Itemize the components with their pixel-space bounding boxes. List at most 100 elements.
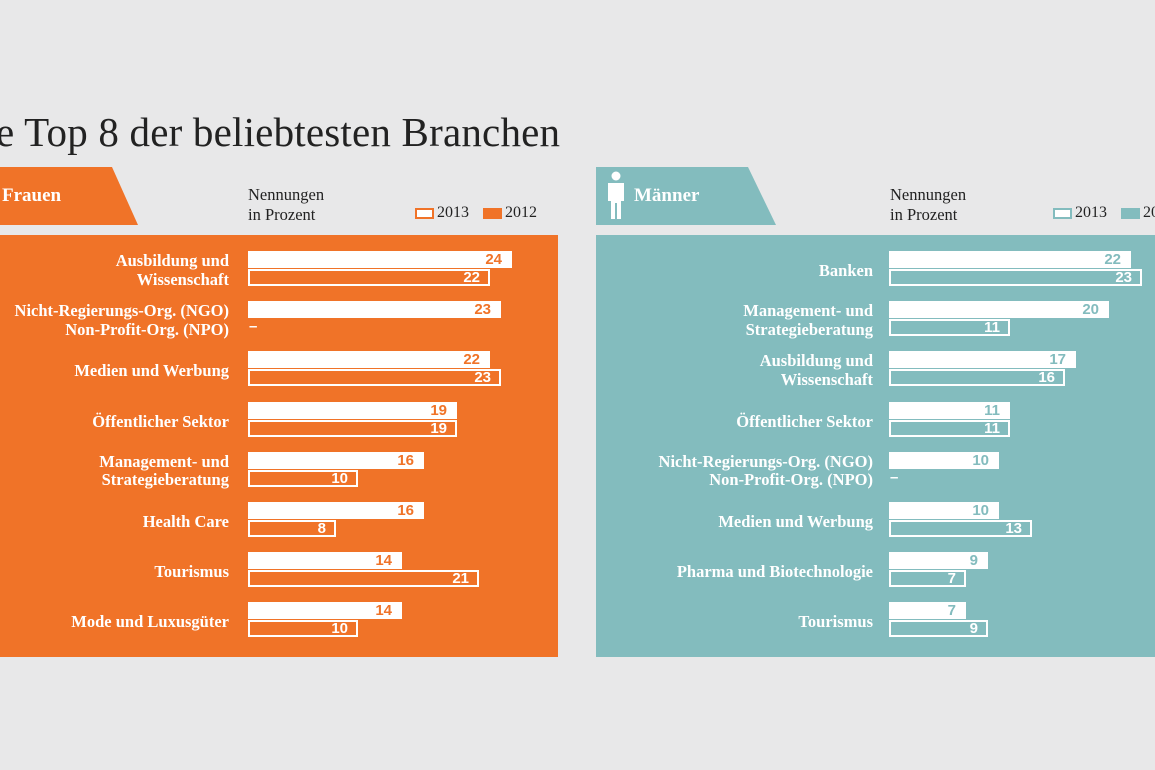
panel-title-frauen: Frauen bbox=[2, 185, 62, 206]
missing-value-dash: – bbox=[249, 318, 258, 336]
value-label-2013: 11 bbox=[984, 401, 1000, 419]
category-label: Nicht-Regierungs-Org. (NGO) Non-Profit-O… bbox=[14, 301, 229, 339]
value-label-2013: 17 bbox=[1049, 351, 1066, 369]
value-label-2012: 11 bbox=[984, 319, 1000, 337]
bar-2013 bbox=[889, 502, 999, 519]
units-text-frauen: Nennungen in Prozent bbox=[248, 185, 325, 224]
category-label: Tourismus bbox=[798, 612, 873, 632]
value-label-2013: 22 bbox=[1104, 251, 1121, 268]
value-label-2013: 14 bbox=[375, 552, 392, 570]
value-label-2013: 20 bbox=[1082, 301, 1099, 319]
category-label: Ausbildung und Wissenschaft bbox=[759, 351, 873, 389]
legend-swatch-2013-frauen bbox=[415, 207, 434, 219]
value-label-2013: 16 bbox=[397, 502, 414, 519]
bar-2013 bbox=[889, 401, 1010, 419]
value-label-2013: 9 bbox=[969, 552, 978, 570]
value-label-2012: 8 bbox=[317, 520, 326, 537]
category-label: Medien und Werbung bbox=[718, 512, 873, 531]
bar-2012 bbox=[248, 419, 457, 437]
value-label-2013: 10 bbox=[972, 451, 989, 469]
tab-frauen: Frauen bbox=[0, 167, 138, 225]
legend-maenner: 2013 2012 bbox=[1053, 204, 1155, 222]
bar-2013 bbox=[248, 401, 457, 419]
category-label: Banken bbox=[818, 261, 873, 280]
bar-2012 bbox=[248, 570, 479, 588]
bar-2012 bbox=[248, 369, 501, 387]
units-label-maenner: Nennungen in Prozent bbox=[890, 185, 966, 225]
category-label: Tourismus bbox=[154, 562, 229, 582]
value-label-2013: 7 bbox=[947, 602, 956, 620]
bar-2013 bbox=[248, 251, 512, 268]
value-label-2013: 10 bbox=[972, 502, 989, 519]
tab-maenner: Männer bbox=[596, 167, 776, 225]
value-label-2012: 10 bbox=[331, 469, 348, 487]
bar-2012 bbox=[248, 620, 358, 638]
category-label: Management- und Strategieberatung bbox=[743, 301, 873, 339]
bar-2013 bbox=[248, 451, 424, 469]
value-label-2012: 23 bbox=[1115, 269, 1132, 286]
value-label-2013: 14 bbox=[375, 602, 392, 620]
panel-maenner: Banken 22 23 Management- und Strategieberat… bbox=[596, 235, 1155, 657]
bar-2013 bbox=[248, 602, 402, 620]
legend-frauen: 2013 2012 bbox=[415, 204, 537, 222]
legend-swatch-2013-maenner bbox=[1053, 207, 1072, 219]
bar-2012 bbox=[248, 269, 490, 286]
bar-2013 bbox=[248, 502, 424, 519]
bar-2012 bbox=[889, 570, 966, 588]
bar-2012 bbox=[889, 369, 1065, 387]
legend-label-2012-maenner: 2012 bbox=[1143, 204, 1155, 221]
value-label-2013: 24 bbox=[485, 251, 502, 268]
category-label: Medien und Werbung bbox=[74, 361, 229, 381]
value-label-2013: 19 bbox=[430, 401, 447, 419]
category-label: Nicht-Regierungs-Org. (NGO) Non-Profit-O… bbox=[658, 451, 873, 490]
value-label-2012: 16 bbox=[1038, 369, 1055, 387]
category-label: Öffentlicher Sektor bbox=[736, 411, 873, 431]
category-label: Ausbildung und Wissenschaft bbox=[115, 251, 229, 289]
bar-2012 bbox=[889, 620, 988, 638]
legend-label-2013-maenner: 2013 bbox=[1075, 204, 1107, 221]
bar-2013 bbox=[889, 301, 1109, 319]
value-label-2012: 9 bbox=[969, 620, 978, 638]
bar-2012 bbox=[248, 469, 358, 487]
chart-title: e Top 8 der beliebtesten Branchen bbox=[0, 109, 561, 155]
value-label-2012: 23 bbox=[474, 369, 491, 387]
bar-2013 bbox=[248, 301, 501, 319]
value-label-2013: 16 bbox=[397, 451, 414, 469]
bar-2013 bbox=[889, 251, 1131, 268]
value-label-2012: 22 bbox=[463, 269, 480, 286]
missing-value-dash: – bbox=[890, 468, 899, 486]
legend-label-2013-frauen: 2013 bbox=[437, 204, 469, 221]
category-label: Mode und Luxusgüter bbox=[71, 612, 229, 632]
value-label-2012: 7 bbox=[947, 570, 956, 588]
bar-2013 bbox=[248, 552, 402, 570]
value-label-2013: 22 bbox=[463, 351, 480, 369]
bar-2012 bbox=[889, 419, 1010, 437]
value-label-2012: 10 bbox=[331, 620, 348, 638]
bar-2012 bbox=[889, 319, 1010, 337]
legend-swatch-2012-maenner bbox=[1121, 207, 1140, 219]
value-label-2012: 19 bbox=[430, 419, 447, 437]
bar-2012 bbox=[248, 520, 336, 537]
bar-2013 bbox=[889, 602, 966, 620]
bar-2012 bbox=[889, 269, 1142, 286]
bar-2013 bbox=[889, 451, 999, 469]
category-label: Management- und Strategieberatung bbox=[99, 451, 229, 490]
value-label-2012: 21 bbox=[452, 570, 469, 588]
bar-2013 bbox=[248, 351, 490, 369]
panel-frauen: Ausbildung und Wissenschaft 24 22 Nicht-Reg… bbox=[0, 235, 558, 657]
bar-2013 bbox=[889, 351, 1076, 369]
units-label-frauen: Nennungen in Prozent bbox=[248, 185, 324, 225]
bar-2012 bbox=[889, 520, 1032, 537]
units-text-maenner: Nennungen in Prozent bbox=[890, 185, 967, 224]
legend-label-2012-frauen: 2012 bbox=[505, 204, 537, 221]
legend-swatch-2012-frauen bbox=[483, 207, 502, 219]
value-label-2012: 13 bbox=[1005, 520, 1022, 537]
value-label-2013: 23 bbox=[474, 301, 491, 319]
male-figure-icon bbox=[608, 171, 624, 219]
category-label: Health Care bbox=[142, 512, 229, 531]
panel-title-maenner: Männer bbox=[634, 185, 700, 206]
category-label: Öffentlicher Sektor bbox=[92, 411, 229, 431]
bar-2013 bbox=[889, 552, 988, 570]
category-label: Pharma und Biotechnologie bbox=[676, 562, 873, 582]
value-label-2012: 11 bbox=[984, 419, 1000, 437]
